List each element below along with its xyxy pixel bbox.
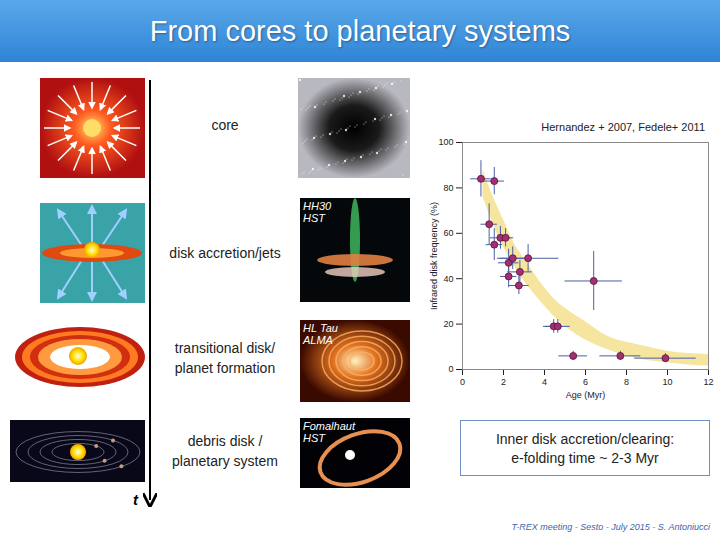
html-text:From cores to planetary system: From cores to planetary systems [149, 15, 571, 47]
html-text:e-folding time ~ 2-3 Myr: e-folding time ~ 2-3 Myr [511, 450, 659, 466]
svg-text:80: 80 [443, 183, 453, 193]
svg-text:20: 20 [443, 319, 453, 329]
svg-text:debris disk /: debris disk / [188, 433, 263, 449]
svg-text:planet formation: planet formation [175, 360, 275, 376]
svg-text:HST: HST [303, 432, 326, 444]
svg-text:ALMA: ALMA [302, 334, 333, 346]
svg-text:6: 6 [583, 377, 588, 387]
svg-text:40: 40 [443, 274, 453, 284]
svg-text:0: 0 [448, 364, 453, 374]
html-text:Hernandez + 2007, Fedele+ 2011: Hernandez + 2007, Fedele+ 2011 [541, 121, 705, 133]
svg-text:core: core [211, 117, 238, 133]
svg-text:10: 10 [662, 377, 672, 387]
svg-text:disk accretion/jets: disk accretion/jets [169, 245, 280, 261]
svg-text:8: 8 [624, 377, 629, 387]
svg-text:planetary system: planetary system [172, 453, 278, 469]
svg-text:HST: HST [303, 212, 326, 224]
svg-text:4: 4 [542, 377, 547, 387]
svg-text:Infrared disk frequency (%): Infrared disk frequency (%) [429, 202, 439, 310]
svg-text:2: 2 [501, 377, 506, 387]
svg-text:HH30: HH30 [303, 200, 332, 212]
svg-text:t: t [133, 491, 139, 508]
html-text:T-REX meeting - Sesto - July 2: T-REX meeting - Sesto - July 2015 - S. A… [511, 522, 710, 532]
svg-text:Fomalhaut: Fomalhaut [303, 420, 356, 432]
svg-text:0: 0 [460, 377, 465, 387]
svg-text:Age (Myr): Age (Myr) [566, 390, 606, 400]
svg-text:100: 100 [438, 137, 453, 147]
svg-text:HL Tau: HL Tau [303, 322, 338, 334]
svg-text:transitional disk/: transitional disk/ [175, 340, 275, 356]
svg-text:60: 60 [443, 228, 453, 238]
html-text:Inner disk accretion/clearing:: Inner disk accretion/clearing: [495, 431, 675, 447]
svg-text:12: 12 [703, 377, 713, 387]
